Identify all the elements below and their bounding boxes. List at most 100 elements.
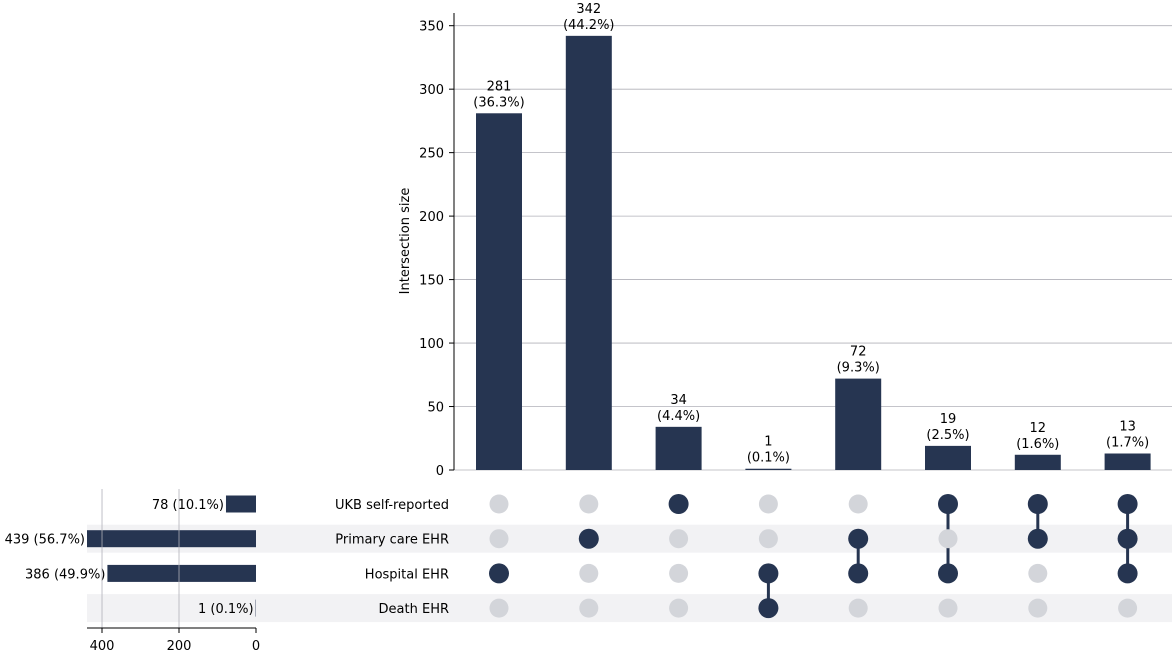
bar-count-label: 13 [1119, 419, 1136, 434]
matrix-dot-active [1027, 494, 1048, 514]
intersection-bar-label: 12 (1.6%) [1016, 421, 1059, 452]
intersection-bar-label: 19 (2.5%) [926, 412, 969, 443]
set-size-label: 386 (49.9%) [25, 567, 105, 582]
set-size-label: 1 (0.1%) [198, 602, 254, 617]
y-tick-label: 0 [436, 464, 444, 479]
matrix-dot-inactive [1118, 598, 1138, 618]
bar-percent-label: (9.3%) [837, 361, 880, 376]
matrix-dot-inactive [579, 494, 599, 514]
matrix-dot-inactive [758, 494, 778, 514]
bar-count-label: 12 [1030, 421, 1047, 436]
matrix-dot-active [1117, 528, 1138, 549]
y-tick-label: 100 [419, 337, 444, 352]
matrix-dot-active [1027, 528, 1048, 549]
y-tick-label: 150 [419, 274, 444, 289]
set-name-label: Primary care EHR [335, 533, 449, 548]
y-tick-label: 200 [419, 210, 444, 225]
bar-percent-label: (36.3%) [473, 95, 524, 110]
matrix-dot-active [1117, 563, 1138, 584]
intersection-bar-label: 13 (1.7%) [1106, 419, 1149, 450]
matrix-dot-inactive [848, 494, 868, 514]
matrix-dot-inactive [758, 529, 778, 549]
bar-percent-label: (4.4%) [657, 409, 700, 424]
set-size-bar [87, 530, 256, 548]
set-size-bar [225, 495, 256, 513]
matrix-dot-active [848, 528, 869, 549]
bar-count-label: 34 [670, 393, 687, 408]
matrix-dot-inactive [938, 529, 958, 549]
set-size-label: 439 (56.7%) [5, 533, 85, 548]
intersection-bar [1014, 454, 1061, 470]
matrix-dot-active [938, 494, 958, 514]
set-size-tick-label: 400 [90, 639, 115, 652]
bar-percent-label: (1.7%) [1106, 435, 1149, 450]
intersection-bar [835, 378, 882, 470]
matrix-dot-active [668, 494, 689, 514]
set-size-tick-label: 200 [167, 639, 192, 652]
set-name-label: Hospital EHR [365, 567, 449, 582]
bar-percent-label: (0.1%) [747, 451, 790, 466]
matrix-dot-active [758, 563, 779, 584]
intersection-bar [1104, 453, 1151, 470]
intersection-bar [476, 113, 522, 471]
set-size-bar [107, 564, 256, 582]
intersection-bar [925, 445, 971, 470]
matrix-dot-inactive [669, 563, 689, 583]
matrix-dot-inactive [489, 598, 509, 618]
intersection-bar [655, 426, 702, 470]
intersection-bars [476, 35, 1151, 471]
matrix-dot-active [578, 528, 599, 549]
matrix-connector-lines [766, 504, 1130, 609]
matrix-dot-active [758, 598, 779, 619]
intersection-bar-label: 34 (4.4%) [657, 393, 700, 424]
set-size-label: 78 (10.1%) [152, 498, 224, 513]
matrix-dot-active [938, 563, 958, 584]
set-size-x-axis: 400 200 0 [87, 489, 260, 652]
matrix-dot-inactive [489, 494, 509, 514]
matrix-dot-active [1117, 494, 1138, 514]
intersection-bar-label: 342 (44.2%) [563, 2, 614, 33]
y-tick-label: 300 [419, 83, 444, 98]
matrix-dot-inactive [1028, 598, 1048, 618]
intersection-bar [745, 468, 792, 470]
bar-count-label: 342 [576, 2, 601, 17]
matrix-dot-inactive [669, 598, 689, 618]
set-size-tick-label: 0 [252, 639, 260, 652]
matrix-row-stripes [87, 524, 1172, 623]
intersection-bar-label: 281 (36.3%) [473, 79, 524, 110]
set-size-bars: 78 (10.1%) 439 (56.7%) 386 (49.9%) 1 (0.1%) [5, 495, 256, 617]
bar-percent-label: (2.5%) [926, 428, 969, 443]
matrix-row-stripe [87, 524, 1172, 553]
bar-count-label: 281 [487, 79, 512, 94]
matrix-row-stripe [87, 594, 1172, 623]
bar-percent-label: (44.2%) [563, 18, 614, 33]
intersection-bar-label: 72 (9.3%) [837, 345, 880, 376]
matrix-dot-inactive [489, 529, 509, 549]
matrix-dot-inactive [579, 598, 599, 618]
bar-count-label: 1 [764, 435, 772, 450]
y-tick-label: 250 [419, 147, 444, 162]
matrix-dot-inactive [579, 563, 599, 583]
intersection-bar-labels: 281 (36.3%) 342 (44.2%) 34 (4.4%) 1 (0.1%) 72 (9.… [473, 2, 1149, 466]
matrix-dot-inactive [669, 529, 689, 549]
set-name-label: Death EHR [379, 602, 449, 617]
matrix-dot-inactive [848, 598, 868, 618]
intersection-y-axis: 0 50 100 150 200 250 300 350 [419, 13, 455, 479]
bar-count-label: 19 [940, 412, 957, 427]
matrix-dot-inactive [938, 598, 958, 618]
y-axis-label: Intersection size [398, 188, 413, 295]
matrix-dot-active [489, 563, 509, 584]
y-tick-label: 50 [427, 401, 444, 416]
matrix-dots [489, 494, 1138, 619]
set-name-labels: UKB self-reported Primary care EHR Hospita… [335, 498, 449, 617]
intersection-gridlines [454, 25, 1172, 471]
set-name-label: UKB self-reported [335, 498, 449, 513]
matrix-dot-inactive [1028, 563, 1048, 583]
matrix-dot-active [848, 563, 869, 584]
y-tick-label: 350 [419, 20, 444, 35]
intersection-bar [565, 35, 612, 470]
intersection-bar-label: 1 (0.1%) [747, 435, 790, 466]
bar-percent-label: (1.6%) [1016, 437, 1059, 452]
bar-count-label: 72 [850, 345, 867, 360]
